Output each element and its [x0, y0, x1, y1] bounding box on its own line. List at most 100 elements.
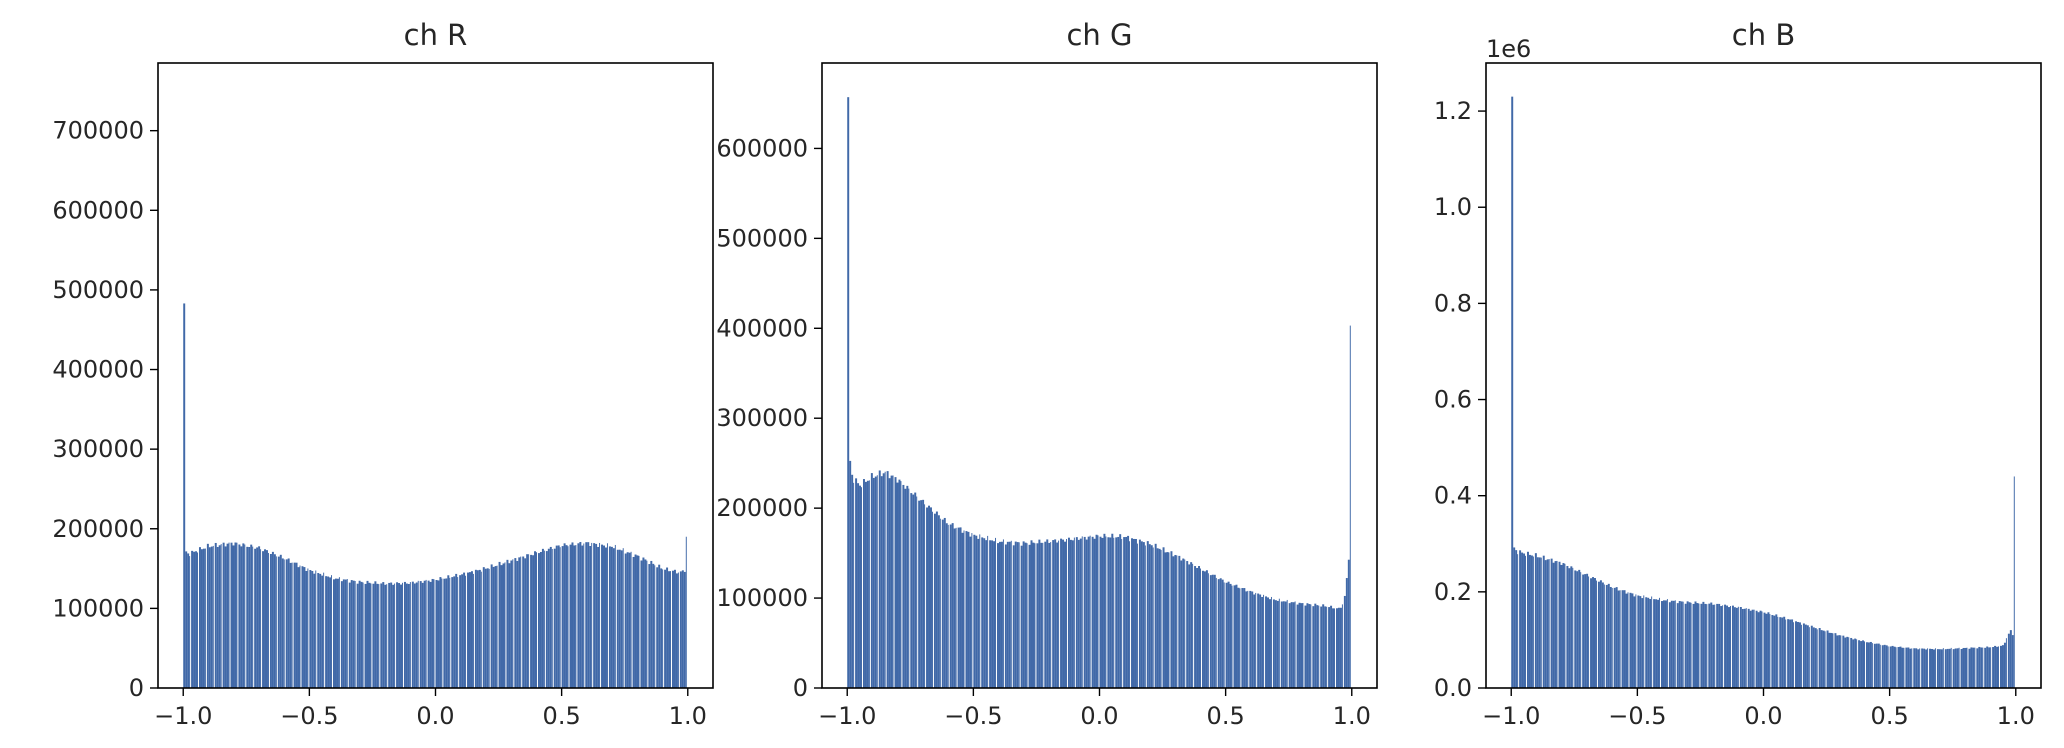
- histogram-bar: [1891, 645, 1894, 688]
- histogram-bar: [1158, 548, 1161, 688]
- histogram-bar: [1743, 608, 1746, 688]
- histogram-bar: [1201, 570, 1204, 688]
- histogram-bar: [340, 581, 343, 688]
- histogram-bar: [1064, 541, 1066, 688]
- y-tick-label: 600000: [716, 134, 808, 162]
- histogram-bar: [1749, 610, 1752, 688]
- histogram-bar: [1097, 535, 1099, 688]
- x-tick-label: 0.0: [1744, 702, 1782, 730]
- histogram-bar: [226, 543, 229, 688]
- histogram-bar: [1022, 541, 1025, 688]
- histogram-bar: [1653, 599, 1656, 688]
- histogram-bar: [1016, 542, 1019, 688]
- y-tick-label: 500000: [52, 276, 144, 304]
- histogram-bar: [244, 544, 246, 688]
- histogram-bar: [1668, 602, 1671, 688]
- histogram-bar: [1054, 539, 1057, 688]
- histogram-bar: [864, 481, 867, 688]
- histogram-bar: [1976, 648, 1979, 688]
- histogram-bar: [1263, 594, 1265, 688]
- histogram-bar: [425, 579, 427, 688]
- histogram-bar: [559, 547, 561, 688]
- histogram-bar: [1873, 643, 1876, 688]
- histogram-bar: [1643, 595, 1645, 688]
- histogram-bar: [1237, 587, 1240, 688]
- histogram-bar: [271, 551, 274, 688]
- histogram-bar: [1140, 541, 1143, 688]
- histogram-bar: [1982, 647, 1984, 688]
- histogram-bar: [214, 542, 217, 688]
- histogram-bar: [474, 569, 477, 688]
- histogram-bar: [914, 492, 917, 688]
- histogram-bar: [459, 575, 462, 688]
- histogram-bar: [1138, 539, 1141, 688]
- histogram-bar: [555, 545, 558, 688]
- histogram-bar: [1670, 600, 1673, 688]
- histogram-bar: [455, 573, 458, 688]
- histogram-bar: [900, 481, 902, 688]
- y-tick-label: 300000: [52, 435, 144, 463]
- histogram-bar: [1018, 542, 1020, 688]
- histogram-bar: [1952, 649, 1955, 688]
- histogram-bar: [1617, 590, 1620, 688]
- histogram-bar: [283, 559, 285, 688]
- histogram-bar: [1789, 619, 1792, 688]
- histogram-bar: [943, 517, 946, 688]
- histogram-bar: [1651, 596, 1653, 688]
- histogram-bar: [1028, 544, 1031, 688]
- histogram-bar: [1956, 648, 1959, 688]
- histogram-bar: [187, 553, 190, 688]
- histogram-bar: [624, 553, 627, 688]
- histogram-bar: [1806, 625, 1809, 688]
- histogram-bar: [1036, 543, 1039, 688]
- histogram-bar: [1592, 577, 1594, 688]
- histogram-bar: [1787, 619, 1790, 688]
- histogram-bar: [1034, 543, 1036, 688]
- histogram-bar: [1071, 540, 1074, 688]
- histogram-bar: [1546, 559, 1549, 688]
- histogram-bar: [463, 572, 466, 688]
- histogram-bar: [380, 583, 383, 688]
- histogram-bar: [1664, 600, 1667, 688]
- histogram-bar: [331, 575, 333, 688]
- histogram-bar: [1810, 625, 1813, 688]
- histogram-bar: [1127, 535, 1130, 688]
- histogram-bar: [1196, 567, 1199, 688]
- histogram-bar: [935, 511, 938, 688]
- histogram-bar: [1269, 599, 1271, 688]
- x-tick-label: −0.5: [944, 702, 1002, 730]
- histogram-bar: [465, 575, 467, 688]
- histogram-bar: [851, 474, 854, 688]
- histogram-bar: [654, 565, 656, 688]
- histogram-bar: [1824, 631, 1826, 688]
- histogram-bar: [1834, 633, 1837, 688]
- histogram-bar: [1795, 621, 1797, 688]
- histogram-bar: [537, 553, 540, 688]
- histogram-bar: [1950, 647, 1952, 688]
- histogram-bar: [977, 538, 980, 688]
- y-tick-label: 200000: [52, 515, 144, 543]
- histogram-bar: [1964, 647, 1967, 688]
- histogram-bar: [670, 571, 671, 688]
- histogram-bar: [1958, 647, 1960, 688]
- histogram-bar: [569, 544, 572, 688]
- histogram-bar: [557, 545, 560, 688]
- histogram-bar: [439, 577, 442, 688]
- histogram-bar: [336, 578, 339, 688]
- histogram-bar: [1523, 553, 1526, 688]
- histogram-bar: [1659, 597, 1661, 688]
- histogram-bar: [1075, 537, 1078, 688]
- histogram-bar: [334, 578, 337, 688]
- histogram-bar: [1318, 605, 1320, 688]
- y-tick-label: 400000: [52, 356, 144, 384]
- histogram-bar: [321, 575, 324, 688]
- histogram-bar: [1040, 542, 1043, 688]
- histogram-bar: [933, 513, 936, 688]
- histogram-bar: [1595, 580, 1597, 688]
- histogram-bar: [1990, 647, 1992, 688]
- histogram-bar: [1312, 606, 1315, 688]
- x-tick-label: 1.0: [1333, 702, 1371, 730]
- y-tick-label: 0.8: [1434, 289, 1472, 317]
- histogram-bar: [431, 578, 434, 688]
